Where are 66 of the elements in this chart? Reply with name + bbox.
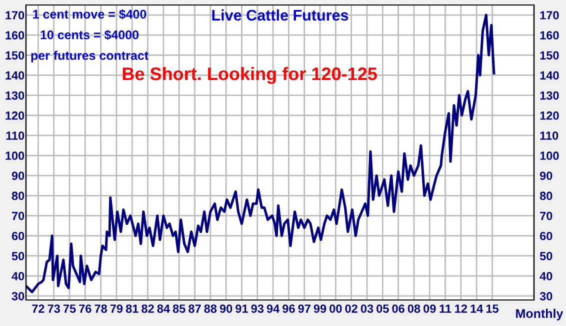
x-tick-label: 85 <box>172 304 186 313</box>
x-tick-label: 15 <box>486 304 498 313</box>
y2-tick-label: 40 <box>540 272 552 280</box>
x-tick-label: 02 <box>345 304 358 313</box>
y-tick-label: 140 <box>6 71 24 80</box>
x-tick-label: 79 <box>110 304 123 313</box>
x-tick-label: 05 <box>376 304 389 313</box>
y-tick-label: 40 <box>12 272 24 280</box>
annotation: 1 cent move = $400 <box>33 9 146 20</box>
x-tick-label: 09 <box>424 304 436 313</box>
y-tick-label: 70 <box>12 212 24 220</box>
x-tick-label: 72 <box>32 304 44 313</box>
y-tick-label: 170 <box>6 11 24 20</box>
y-tick-label: 150 <box>6 51 24 60</box>
y-tick-label: 90 <box>12 172 24 180</box>
x-tick-label: 97 <box>298 304 310 313</box>
x-tick-label: 93 <box>251 304 264 313</box>
x-tick-label: 12 <box>455 304 468 313</box>
y2-tick-label: 160 <box>540 31 559 40</box>
y2-tick-label: 140 <box>540 71 559 80</box>
x-tick-label: 75 <box>63 304 76 313</box>
y-tick-label: 110 <box>6 131 24 140</box>
chart-title: Live Cattle Futures <box>212 9 348 21</box>
x-tick-label: 82 <box>142 304 154 313</box>
x-axis-title: Monthly <box>516 308 564 320</box>
y-tick-label: 120 <box>6 111 24 120</box>
y2-tick-label: 70 <box>540 212 552 220</box>
y-tick-label: 160 <box>6 31 24 40</box>
x-tick-label: 81 <box>126 304 138 313</box>
x-tick-label: 84 <box>157 304 170 313</box>
y2-tick-label: 120 <box>540 111 559 120</box>
y2-tick-label: 80 <box>540 192 552 200</box>
x-tick-label: 91 <box>236 304 248 313</box>
x-tick-label: 76 <box>79 304 92 313</box>
y-tick-label: 100 <box>6 152 24 160</box>
x-tick-label: 00 <box>330 304 342 313</box>
x-tick-label: 08 <box>408 304 420 313</box>
y2-tick-label: 60 <box>540 232 552 240</box>
x-tick-label: 14 <box>470 304 484 313</box>
y2-tick-label: 100 <box>540 152 559 160</box>
y2-tick-label: 90 <box>540 172 552 180</box>
x-tick-label: 03 <box>360 304 374 313</box>
x-tick-label: 11 <box>440 304 452 313</box>
x-tick-label: 73 <box>48 304 60 313</box>
y-tick-label: 30 <box>12 292 24 300</box>
annotation: per futures contract <box>31 50 148 62</box>
x-tick-label: 96 <box>282 304 295 313</box>
y2-tick-label: 30 <box>540 292 552 300</box>
y-tick-label: 50 <box>12 252 24 260</box>
x-tick-label: 90 <box>220 304 232 313</box>
x-tick-label: 94 <box>266 304 280 313</box>
x-tick-label: 87 <box>188 304 201 313</box>
annotation: Be Short. Looking for 120-125 <box>122 66 377 84</box>
x-tick-label: 88 <box>204 304 217 313</box>
y2-tick-label: 110 <box>540 131 558 140</box>
y-tick-label: 130 <box>6 91 24 100</box>
y-tick-label: 80 <box>12 192 24 200</box>
y2-tick-label: 170 <box>540 11 559 20</box>
x-tick-label: 78 <box>94 304 108 313</box>
y-tick-label: 60 <box>12 232 24 240</box>
x-tick-label: 06 <box>392 304 404 313</box>
y2-tick-label: 50 <box>540 252 552 260</box>
annotation: 10 cents = $4000 <box>40 30 139 40</box>
x-tick-label: 99 <box>314 304 326 313</box>
y2-tick-label: 150 <box>540 51 559 60</box>
y2-tick-label: 130 <box>540 91 559 100</box>
